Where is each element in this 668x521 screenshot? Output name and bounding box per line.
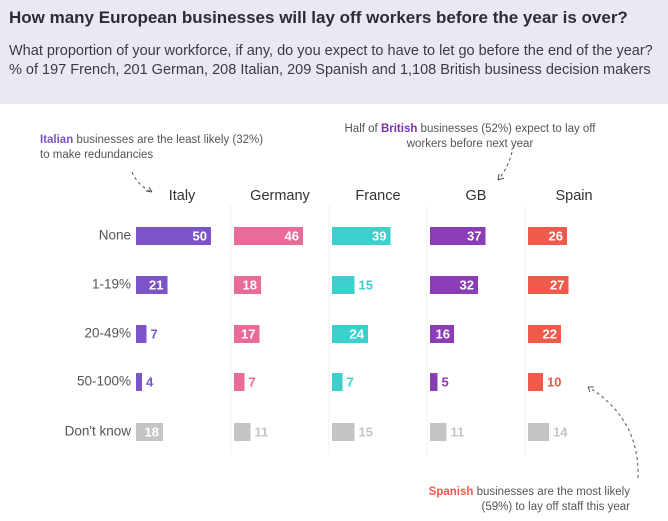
italy-arrowhead	[145, 186, 153, 193]
data-label: 39	[372, 228, 386, 243]
data-label: 11	[451, 424, 465, 439]
data-label: 26	[549, 228, 563, 243]
data-label: 27	[550, 277, 564, 292]
data-label: 18	[243, 277, 257, 292]
gb-annotation-highlight: British	[380, 123, 418, 135]
category-label: Don't know	[65, 424, 132, 439]
header-panel: How many European businesses will lay of…	[0, 0, 668, 104]
chart-subtitle: What proportion of your workforce, if an…	[9, 43, 653, 78]
data-label: 22	[543, 326, 557, 341]
gb-connector	[497, 151, 513, 181]
bar	[234, 325, 260, 343]
data-label: 14	[553, 424, 568, 439]
spain-annotation-text: businesses are the most likely (59%) to …	[473, 486, 630, 513]
bar	[234, 373, 245, 391]
bar	[528, 227, 567, 245]
data-label: 15	[359, 277, 373, 292]
category-label: 1-19%	[92, 277, 131, 292]
bar	[234, 423, 251, 441]
series-header: Germany	[250, 188, 310, 204]
bar	[332, 227, 391, 245]
gb-annotation: Half of British businesses (52%) expect …	[340, 122, 600, 152]
bar	[234, 227, 303, 245]
data-label: 21	[149, 277, 163, 292]
data-label: 17	[241, 326, 255, 341]
gb-annotation-pre: Half of	[344, 123, 381, 135]
bar	[332, 325, 368, 343]
bar	[332, 276, 355, 294]
data-label: 15	[359, 424, 373, 439]
data-label: 4	[146, 374, 154, 389]
spain-annotation: Spanish businesses are the most likely (…	[400, 485, 630, 515]
data-label: 10	[547, 374, 561, 389]
chart-title: How many European businesses will lay of…	[9, 8, 628, 27]
bar	[430, 423, 447, 441]
data-label: 37	[467, 228, 481, 243]
data-label: 7	[347, 374, 354, 389]
series-header: Italy	[169, 188, 196, 204]
italy-annotation: Italian businesses are the least likely …	[40, 133, 270, 163]
data-label: 46	[285, 228, 299, 243]
italy-connector	[131, 171, 153, 193]
data-label: 7	[151, 326, 158, 341]
spain-arrowhead	[587, 386, 594, 393]
series-header: France	[355, 188, 400, 204]
bar	[136, 276, 168, 294]
bar	[136, 373, 142, 391]
gb-arrowhead	[497, 173, 505, 181]
italy-annotation-text: businesses are the least likely (32%) to…	[40, 134, 264, 161]
bar	[430, 276, 478, 294]
bar	[136, 325, 147, 343]
italy-annotation-highlight: Italian	[40, 134, 74, 146]
category-label: None	[99, 228, 131, 243]
series-header: Spain	[555, 188, 592, 204]
bar	[430, 227, 486, 245]
spain-connector	[589, 387, 639, 479]
gb-annotation-text: businesses (52%) expect to lay off worke…	[406, 123, 596, 150]
bar	[528, 325, 561, 343]
bar	[528, 423, 549, 441]
bar	[136, 227, 211, 245]
bar	[528, 276, 569, 294]
category-label: 20-49%	[84, 326, 131, 341]
bar	[234, 276, 261, 294]
category-label: 50-100%	[77, 374, 131, 389]
data-label: 50	[193, 228, 207, 243]
bar	[430, 373, 438, 391]
data-label: 32	[460, 277, 474, 292]
bar	[430, 325, 454, 343]
bar	[136, 423, 163, 441]
bar	[332, 373, 343, 391]
bar	[528, 373, 543, 391]
spain-annotation-highlight: Spanish	[428, 486, 474, 498]
data-label: 7	[249, 374, 256, 389]
data-label: 18	[145, 424, 159, 439]
series-header: GB	[466, 188, 487, 204]
data-label: 5	[442, 374, 449, 389]
data-label: 24	[350, 326, 365, 341]
data-label: 16	[436, 326, 450, 341]
bar	[332, 423, 355, 441]
data-label: 11	[255, 424, 269, 439]
